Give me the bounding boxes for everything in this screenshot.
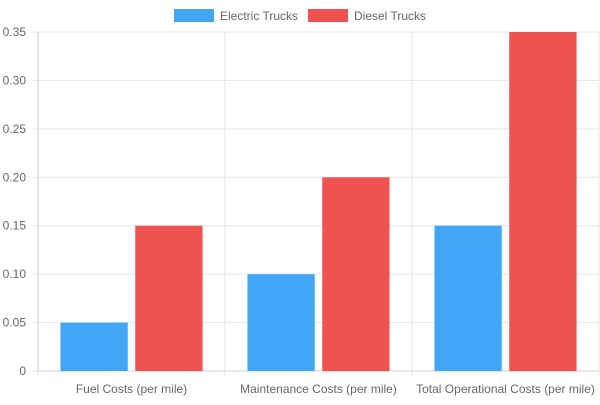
y-tick-label: 0.10 bbox=[3, 267, 27, 281]
legend-label-electric[interactable]: Electric Trucks bbox=[220, 9, 298, 23]
x-tick-label: Fuel Costs (per mile) bbox=[76, 382, 187, 396]
bar-diesel-2[interactable] bbox=[509, 32, 577, 371]
x-axis: Fuel Costs (per mile) Maintenance Costs (… bbox=[38, 370, 599, 396]
legend-swatch-electric[interactable] bbox=[174, 9, 214, 22]
x-tick-label: Total Operational Costs (per mile) bbox=[416, 382, 595, 396]
y-tick-label: 0.20 bbox=[3, 170, 27, 184]
y-tick-label: 0.25 bbox=[3, 122, 27, 136]
bar-electric-0[interactable] bbox=[60, 322, 128, 371]
y-tick-label: 0.30 bbox=[3, 73, 27, 87]
bar-diesel-1[interactable] bbox=[322, 177, 390, 371]
y-tick-label: 0.35 bbox=[3, 25, 27, 39]
y-tick-label: 0.15 bbox=[3, 219, 27, 233]
y-tick-label: 0 bbox=[19, 364, 26, 378]
x-tick-label: Maintenance Costs (per mile) bbox=[240, 382, 397, 396]
bar-diesel-0[interactable] bbox=[135, 225, 203, 371]
y-axis: 0 0.05 0.10 0.15 0.20 0.25 0.30 0.35 bbox=[3, 25, 39, 378]
legend-label-diesel[interactable]: Diesel Trucks bbox=[354, 9, 426, 23]
y-tick-label: 0.05 bbox=[3, 316, 27, 330]
legend-swatch-diesel[interactable] bbox=[308, 9, 348, 22]
bar-electric-1[interactable] bbox=[247, 274, 315, 371]
bar-electric-2[interactable] bbox=[434, 225, 502, 371]
bars bbox=[60, 32, 577, 371]
legend: Electric Trucks Diesel Trucks bbox=[174, 9, 426, 23]
